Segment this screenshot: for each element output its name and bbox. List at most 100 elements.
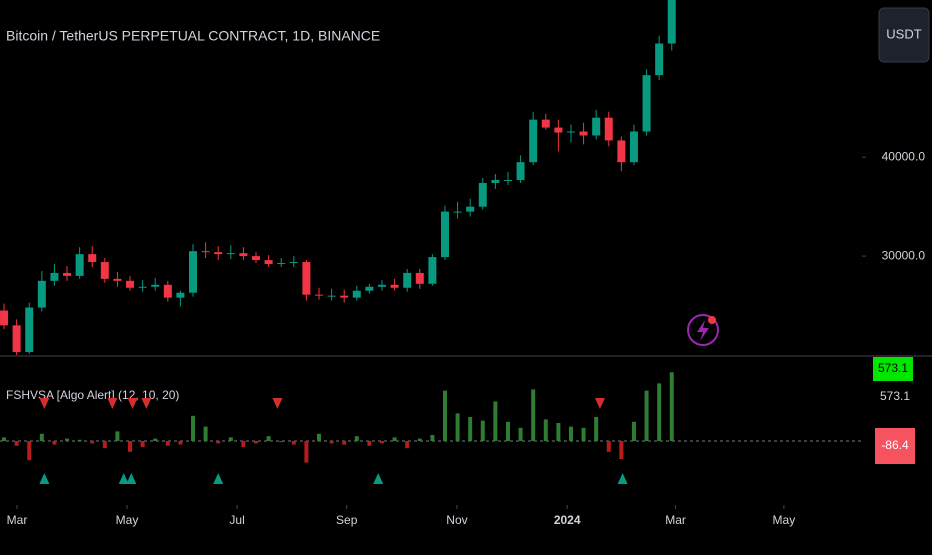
candle-body <box>302 262 311 295</box>
value-badge-label: 573.1 <box>878 361 908 375</box>
currency-button[interactable] <box>878 7 930 63</box>
histogram-bar <box>115 431 120 441</box>
candle-body <box>377 284 386 287</box>
histogram-bar <box>657 383 662 441</box>
sell-signal <box>107 398 118 409</box>
candle-body <box>163 284 172 298</box>
histogram-bar <box>241 441 246 447</box>
y-tick-label: 40000.0 <box>882 149 926 163</box>
histogram-bar <box>140 441 145 447</box>
candle-body <box>37 280 46 308</box>
candle-body <box>352 290 361 298</box>
candle-body <box>252 256 261 261</box>
candle-body <box>214 252 223 255</box>
candle-body <box>100 262 109 279</box>
candle-body <box>516 162 525 180</box>
x-tick-label: Jul <box>229 513 244 527</box>
histogram-bar <box>379 441 384 444</box>
candle-body <box>226 253 235 255</box>
histogram-bar <box>669 372 674 441</box>
candle-body <box>0 310 9 326</box>
histogram-bar <box>178 441 183 445</box>
candle-body <box>592 117 601 136</box>
histogram-bar <box>165 441 170 446</box>
histogram-bar <box>203 426 208 441</box>
histogram-bar <box>644 390 649 441</box>
candle-body <box>428 257 437 284</box>
candle-body <box>415 272 424 284</box>
sell-signal <box>127 398 138 409</box>
x-tick-label: 2024 <box>554 513 581 527</box>
buy-signal <box>126 473 137 484</box>
candle-body <box>566 131 575 133</box>
histogram-bar <box>90 441 95 444</box>
candle-body <box>277 263 286 265</box>
candle-body <box>503 179 512 181</box>
histogram-bar <box>480 420 485 441</box>
histogram-bar <box>468 417 473 441</box>
candle-body <box>63 272 72 276</box>
sell-signal <box>39 398 50 409</box>
histogram-bar <box>405 441 410 449</box>
currency-label[interactable]: USDT <box>886 26 921 41</box>
histogram-bar <box>228 437 233 441</box>
candle-body <box>289 262 298 264</box>
histogram-bar <box>354 436 359 441</box>
candle-body <box>491 179 500 183</box>
candle-body <box>579 131 588 136</box>
candle-body <box>314 294 323 296</box>
candle-body <box>50 272 59 281</box>
candles <box>0 0 676 355</box>
histogram-bar <box>102 441 107 449</box>
candle-body <box>264 260 273 265</box>
sell-signal <box>594 398 605 409</box>
histogram-bar <box>430 435 435 441</box>
histogram-bar <box>543 419 548 441</box>
candle-body <box>365 286 374 291</box>
histogram-bar <box>65 438 70 441</box>
value-badge <box>873 357 913 381</box>
candle-body <box>151 284 160 287</box>
histogram-bar <box>216 441 221 444</box>
candle-body <box>201 251 210 253</box>
buy-signal <box>617 473 628 484</box>
buy-signal <box>39 473 50 484</box>
candle-body <box>642 75 651 132</box>
y-tick-label: 30000.0 <box>882 248 926 262</box>
candle-body <box>327 295 336 297</box>
histogram-bar <box>316 433 321 441</box>
x-tick-label: Sep <box>336 513 358 527</box>
histogram-bar <box>14 441 19 446</box>
candle-body <box>239 253 248 257</box>
candle-body <box>478 182 487 207</box>
alert-icon <box>687 314 719 346</box>
candle-body <box>629 131 638 163</box>
x-tick-label: May <box>773 513 796 527</box>
candle-body <box>541 119 550 128</box>
buy-signal <box>118 473 129 484</box>
histogram-bar <box>581 427 586 441</box>
sell-signal <box>272 398 283 409</box>
histogram-bar <box>367 441 372 446</box>
histogram-bar <box>279 441 284 443</box>
x-tick-label: May <box>116 513 139 527</box>
histogram-bar <box>442 390 447 441</box>
histogram-bar <box>153 438 158 441</box>
candle-body <box>12 325 21 353</box>
histogram-bar <box>254 441 259 444</box>
candle-body <box>189 251 198 293</box>
histogram-bar <box>531 389 536 441</box>
histogram-bar <box>493 401 498 441</box>
histogram-bar <box>392 437 397 441</box>
histogram-bar <box>191 415 196 441</box>
histogram-bar <box>291 441 296 445</box>
histogram-bar <box>52 441 57 445</box>
histogram-bar <box>2 437 7 441</box>
candle-body <box>529 119 538 163</box>
histogram-bar <box>266 436 271 441</box>
buy-signal <box>373 473 384 484</box>
histogram-bar <box>568 426 573 441</box>
candle-body <box>75 254 84 276</box>
